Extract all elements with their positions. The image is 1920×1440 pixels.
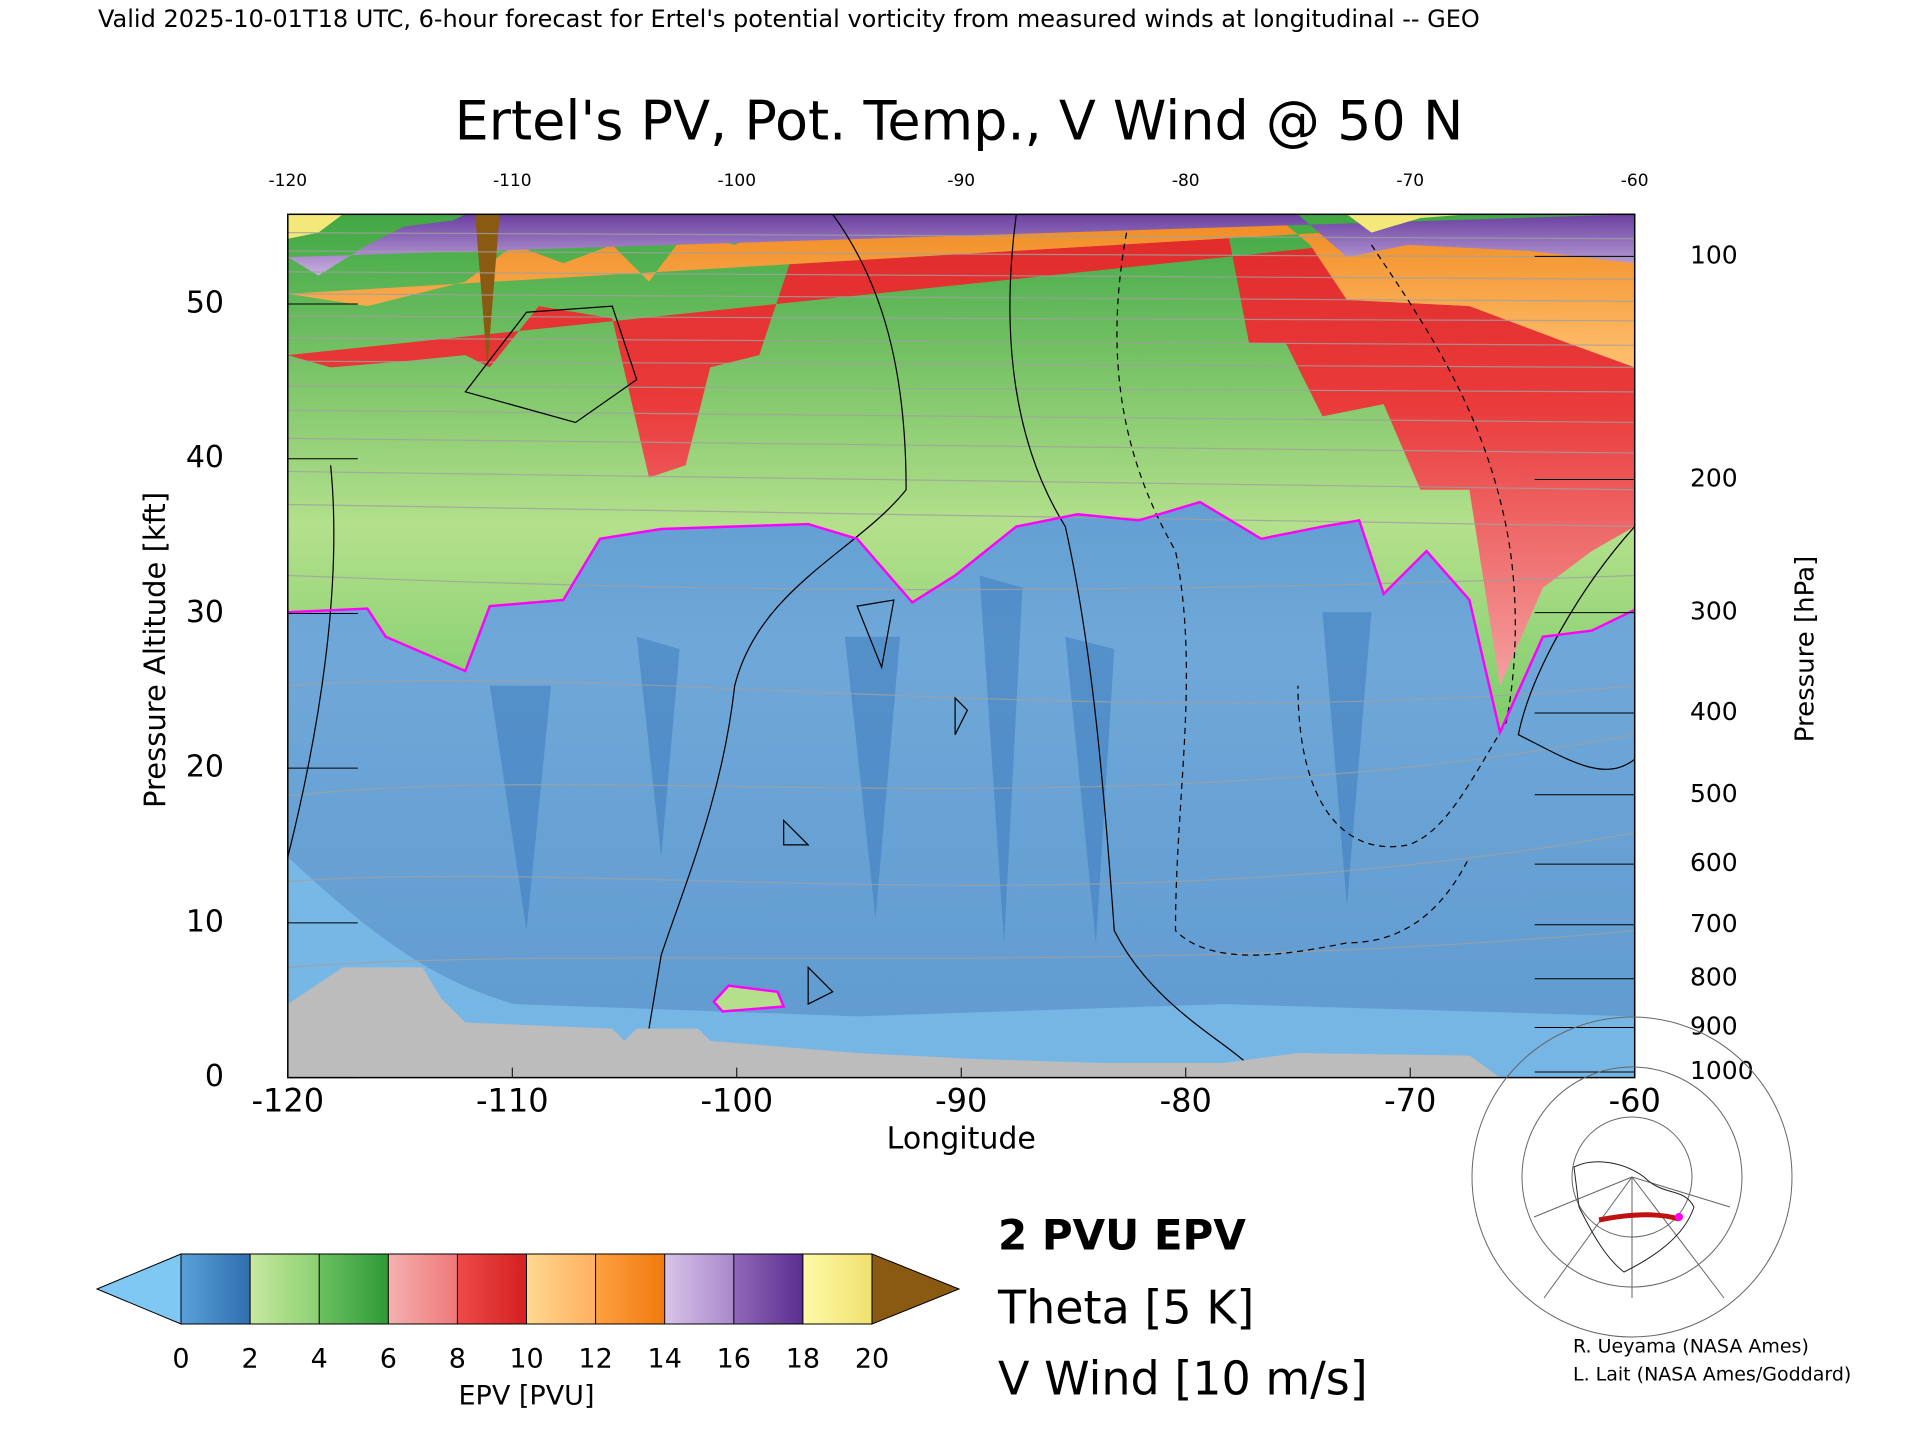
header: Valid 2025-10-01T18 UTC, 6-hour forecast… bbox=[98, 5, 1480, 33]
y-tick-label: 40 bbox=[186, 440, 224, 475]
colorbar-tick-label: 12 bbox=[578, 1344, 612, 1375]
legend-entry: Theta [5 K] bbox=[997, 1281, 1254, 1335]
y2-tick-label: 1000 bbox=[1690, 1056, 1754, 1085]
x-tick-label: -100 bbox=[700, 1082, 773, 1120]
colorbar-segment bbox=[595, 1254, 665, 1324]
y2-tick-label: 100 bbox=[1690, 240, 1738, 269]
y2-tick-label: 900 bbox=[1690, 1011, 1738, 1040]
top-x-tick-label: -100 bbox=[717, 171, 756, 191]
colorbar-over bbox=[871, 1253, 961, 1325]
colorbar-tick-label: 6 bbox=[380, 1344, 397, 1375]
colorbar-label: EPV [PVU] bbox=[459, 1381, 595, 1412]
colorbar-tick-label: 14 bbox=[648, 1344, 682, 1375]
colorbar-tick-label: 4 bbox=[311, 1344, 328, 1375]
y-tick-label: 50 bbox=[186, 286, 224, 321]
y2-tick-label: 200 bbox=[1690, 463, 1738, 492]
y2-tick-label: 300 bbox=[1690, 597, 1738, 626]
x-axis-label: Longitude bbox=[887, 1122, 1036, 1157]
chart-title: Ertel's PV, Pot. Temp., V Wind @ 50 N bbox=[455, 90, 1464, 153]
top-x-tick-label: -60 bbox=[1621, 171, 1649, 191]
x-tick-label: -80 bbox=[1160, 1082, 1212, 1120]
legend-entry: V Wind [10 m/s] bbox=[998, 1352, 1368, 1406]
colorbar-segment bbox=[457, 1254, 527, 1324]
y-tick-label: 10 bbox=[186, 904, 224, 939]
y2-tick-label: 600 bbox=[1690, 848, 1738, 877]
colorbar-tick-label: 2 bbox=[242, 1344, 259, 1375]
colorbar-segment bbox=[250, 1254, 320, 1324]
colorbar-tick-label: 16 bbox=[717, 1344, 751, 1375]
top-x-tick-label: -120 bbox=[269, 171, 308, 191]
top-x-tick-label: -90 bbox=[947, 171, 975, 191]
y-tick-label: 30 bbox=[186, 595, 224, 630]
y-tick-label: 0 bbox=[205, 1059, 224, 1094]
colorbar-tick-label: 8 bbox=[449, 1344, 466, 1375]
y2-tick-label: 700 bbox=[1690, 909, 1738, 938]
x-tick-label: -70 bbox=[1384, 1082, 1436, 1120]
colorbar-segment bbox=[388, 1254, 458, 1324]
colorbar-segment bbox=[526, 1254, 596, 1324]
top-x-tick-label: -70 bbox=[1396, 171, 1424, 191]
colorbar-under bbox=[95, 1253, 182, 1325]
x-tick-label: -90 bbox=[935, 1082, 987, 1120]
y2-tick-label: 500 bbox=[1690, 779, 1738, 808]
top-x-tick-label: -110 bbox=[493, 171, 532, 191]
legend-entry: 2 PVU EPV bbox=[998, 1211, 1246, 1260]
credit: L. Lait (NASA Ames/Goddard) bbox=[1573, 1364, 1851, 1386]
x-tick-label: -110 bbox=[476, 1082, 549, 1120]
map-inset bbox=[1471, 1016, 1793, 1338]
x-tick-label: -60 bbox=[1609, 1082, 1661, 1120]
colorbar-segment bbox=[733, 1254, 803, 1324]
top-x-tick-label: -80 bbox=[1172, 171, 1200, 191]
axes: -120 -120 -110 -110 -100 -100 -90 -90 -80 -80 -70 -… bbox=[95, 171, 1851, 1412]
colorbar-tick-label: 18 bbox=[786, 1344, 820, 1375]
colorbar-tick-label: 0 bbox=[172, 1344, 189, 1375]
colorbar-tick-label: 20 bbox=[855, 1344, 889, 1375]
y-tick-label: 20 bbox=[186, 750, 224, 785]
colorbar-segment bbox=[181, 1254, 251, 1324]
y2-tick-label: 400 bbox=[1690, 697, 1738, 726]
x-tick-label: -120 bbox=[251, 1082, 324, 1120]
y-axis-label: Pressure Altitude [kft] bbox=[138, 492, 172, 808]
credit: R. Ueyama (NASA Ames) bbox=[1573, 1336, 1809, 1358]
pv-field bbox=[287, 214, 1635, 1078]
y2-axis-label: Pressure [hPa] bbox=[1791, 556, 1821, 743]
colorbar-segment bbox=[802, 1254, 872, 1324]
colorbar-segment bbox=[664, 1254, 734, 1324]
y2-tick-label: 800 bbox=[1690, 963, 1738, 992]
colorbar-segment bbox=[319, 1254, 389, 1324]
colorbar-tick-label: 10 bbox=[509, 1344, 543, 1375]
